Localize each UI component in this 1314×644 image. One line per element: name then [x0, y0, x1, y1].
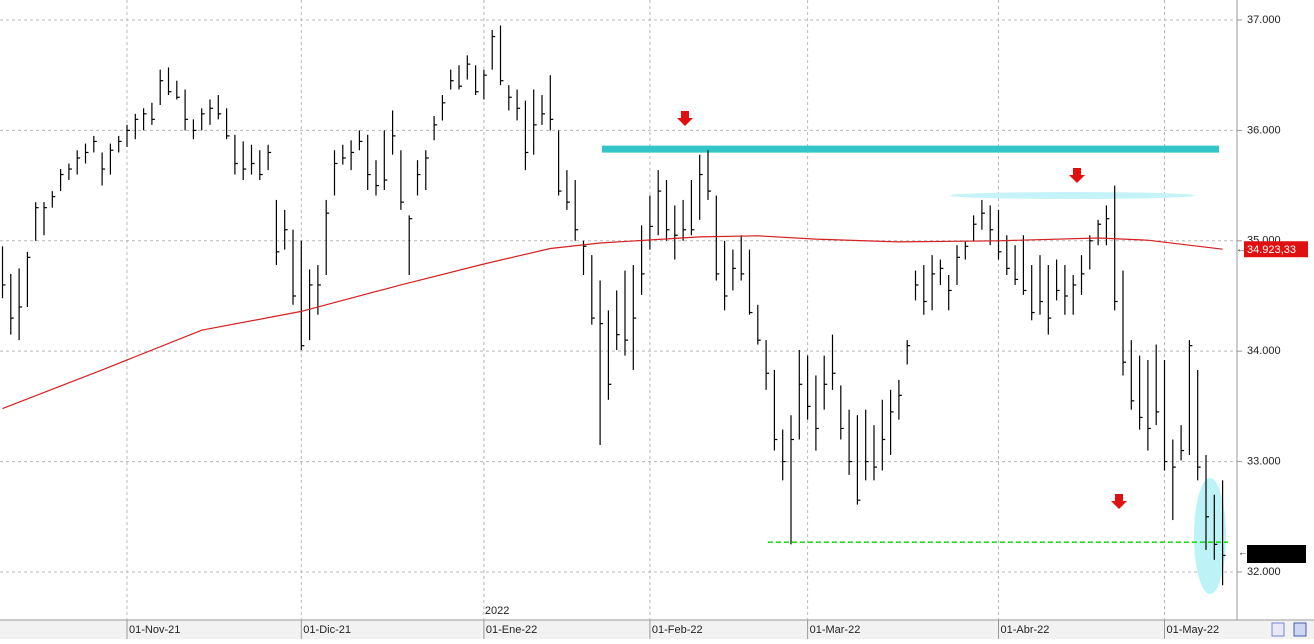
- arrow-down: [1111, 494, 1127, 509]
- y-tick-label: 34.000: [1247, 345, 1281, 357]
- price-pointer: ←: [1238, 548, 1248, 559]
- grid-layer: 32.00033.00034.00035.00036.00037.00001-N…: [0, 0, 1281, 639]
- x-tick-label: 01-Ene-22: [486, 624, 537, 636]
- moving-average: [2, 235, 1223, 410]
- toolbar-icon[interactable]: [1271, 622, 1285, 637]
- x-tick-label: 01-Dic-21: [303, 624, 351, 636]
- reference-band: [950, 192, 1195, 200]
- year-label: 2022: [485, 605, 509, 617]
- x-tick-label: 01-Abr-22: [1001, 624, 1050, 636]
- price-pointer: ←: [1236, 244, 1246, 255]
- reference-layer: [602, 145, 1228, 594]
- y-tick-label: 32.000: [1247, 566, 1281, 578]
- arrow-down: [677, 111, 693, 126]
- price-box: [1247, 545, 1306, 563]
- x-tick-label: 01-May-22: [1167, 624, 1220, 636]
- bars-layer: [1, 25, 1226, 586]
- x-tick-label: 01-Feb-22: [652, 624, 703, 636]
- y-tick-label: 37.000: [1247, 14, 1281, 26]
- x-axis-strip: [0, 620, 1314, 639]
- highlight-ellipse: [1194, 478, 1226, 594]
- y-tick-label: 36.000: [1247, 124, 1281, 136]
- y-tick-label: 33.000: [1247, 455, 1281, 467]
- annotation-layer: ← 34.923,33←: [677, 111, 1308, 637]
- save-icon[interactable]: [1293, 622, 1307, 637]
- price-tag: [1244, 241, 1308, 258]
- price-tag-label: 34.923,33: [1247, 244, 1296, 256]
- arrow-down: [1069, 168, 1085, 183]
- x-tick-label: 01-Mar-22: [810, 624, 861, 636]
- x-tick-label: 01-Nov-21: [129, 624, 180, 636]
